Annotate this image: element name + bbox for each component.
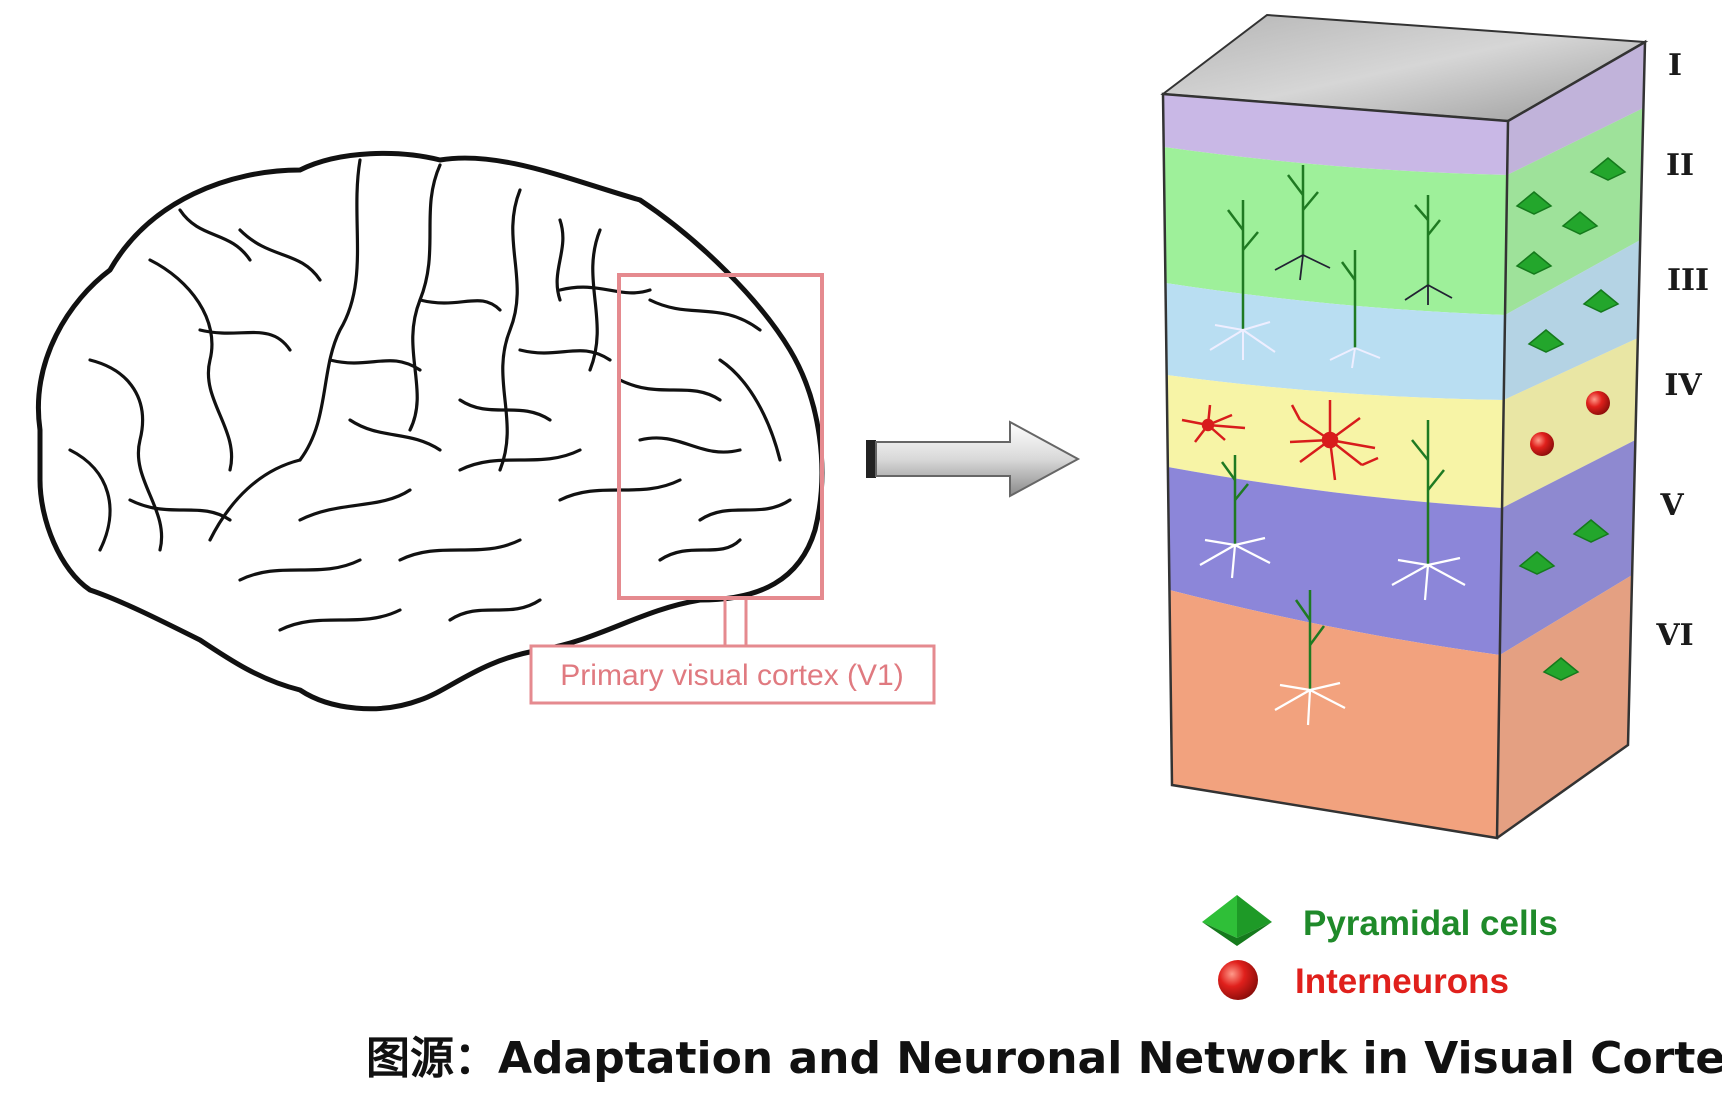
pyramidal-cell-icon bbox=[1572, 519, 1610, 543]
pyramidal-neuron bbox=[1199, 455, 1271, 579]
pyramidal-cell-icon bbox=[1515, 191, 1553, 215]
interneurons bbox=[1181, 400, 1379, 481]
pyramidal-neuron bbox=[1391, 420, 1466, 601]
cortex-column bbox=[1160, 13, 1649, 840]
pyramidal-neuron bbox=[1329, 250, 1381, 369]
image-source-caption: 图源：Adaptation and Neuronal Network in Vi… bbox=[366, 1033, 1722, 1084]
pyramidal-neuron bbox=[1404, 195, 1453, 305]
layer-label-iv: IV bbox=[1664, 368, 1702, 403]
side-layer-band bbox=[1503, 240, 1641, 400]
right-arrow-icon bbox=[866, 420, 1081, 498]
callout-label-box bbox=[529, 644, 936, 705]
pyramidal-neuron bbox=[1274, 165, 1331, 281]
interneuron bbox=[1289, 400, 1379, 481]
layer-label-vi: VI bbox=[1655, 618, 1693, 653]
front-layer-band bbox=[1169, 590, 1500, 838]
pyramidal-cell-icon bbox=[1589, 157, 1627, 181]
layer-labels: I II III IV V VI bbox=[1655, 48, 1709, 653]
pyramidal-neuron bbox=[1209, 200, 1276, 360]
side-markers bbox=[1515, 157, 1627, 681]
layer-label-iii: III bbox=[1667, 263, 1709, 298]
side-layer-band bbox=[1499, 440, 1636, 655]
front-layer-band bbox=[1163, 147, 1508, 315]
interneuron-icon bbox=[1530, 432, 1554, 456]
pyramidal-cell-icon bbox=[1561, 211, 1599, 235]
side-layer-band bbox=[1502, 338, 1638, 508]
v1-highlight-box bbox=[617, 273, 824, 600]
pyramidal-neurons bbox=[1199, 165, 1466, 726]
pyramidal-neuron bbox=[1274, 590, 1346, 726]
interneuron-icon bbox=[1586, 391, 1610, 415]
column-side-face bbox=[1497, 42, 1645, 838]
brain-outline bbox=[36, 150, 825, 712]
pyramidal-cell-icon bbox=[1202, 895, 1272, 946]
column-front-face bbox=[1163, 94, 1508, 838]
legend: Pyramidal cells Interneurons bbox=[1202, 895, 1558, 1001]
front-layer-band bbox=[1167, 467, 1503, 655]
layer-label-i: I bbox=[1668, 48, 1682, 83]
interneuron bbox=[1181, 404, 1246, 443]
side-layer-band bbox=[1507, 42, 1645, 175]
callout-label: Primary visual cortex (V1) bbox=[560, 659, 903, 692]
pyramidal-cell-icon bbox=[1582, 289, 1620, 313]
legend-label-pyramidal: Pyramidal cells bbox=[1303, 904, 1558, 943]
layer-label-v: V bbox=[1659, 488, 1684, 523]
interneuron-icon bbox=[1218, 960, 1258, 1000]
legend-label-interneurons: Interneurons bbox=[1295, 962, 1509, 1001]
legend-item-interneurons: Interneurons bbox=[1218, 960, 1509, 1001]
pyramidal-cell-icon bbox=[1527, 329, 1565, 353]
v1-callout: Primary visual cortex (V1) bbox=[529, 273, 936, 705]
legend-item-pyramidal: Pyramidal cells bbox=[1202, 895, 1558, 946]
side-layer-band bbox=[1497, 575, 1633, 838]
side-face-shade bbox=[1497, 42, 1645, 838]
front-layer-band bbox=[1165, 283, 1506, 400]
pyramidal-cell-icon bbox=[1518, 551, 1556, 575]
layer-label-ii: II bbox=[1666, 148, 1694, 183]
pyramidal-cell-icon bbox=[1515, 251, 1553, 275]
pyramidal-cell-icon bbox=[1542, 657, 1580, 681]
